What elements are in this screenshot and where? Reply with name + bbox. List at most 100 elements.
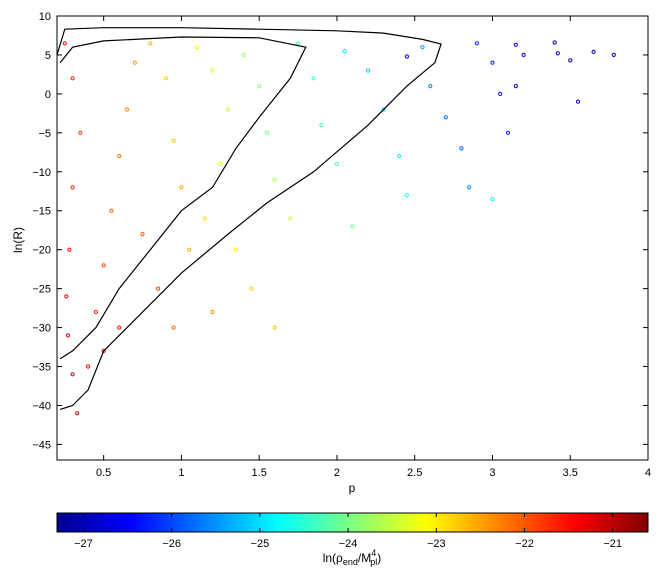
scatter-point [505,130,511,135]
colorbar-tick-label: −25 [251,538,270,550]
scatter-point [555,51,560,56]
x-tick-label: 1.5 [252,467,267,479]
y-tick-label: 5 [45,50,51,62]
y-tick-label: −15 [32,206,51,218]
colorbar-tick-label: −23 [427,538,446,550]
scatter-point [233,247,238,252]
scatter-point [218,161,223,167]
y-tick-label: −20 [32,245,51,257]
y-axis: 10 5 0 −5 −10 −15 −20 −25 −30 −35 −40 −45 [32,11,648,451]
scatter-point [62,41,67,46]
scatter-point [86,364,91,369]
scatter-point [397,154,402,159]
colorbar-gradient [56,512,649,533]
scatter-point [611,52,616,58]
scatter-point [428,84,433,89]
scatter-point [64,294,69,299]
scatter-point [78,130,83,135]
colorbar-tick-label: −21 [603,538,622,550]
x-tick-label: 3 [489,467,495,479]
scatter-point [350,224,355,229]
scatter-point [210,68,215,73]
y-tick-label: −25 [32,284,51,296]
scatter-point [342,49,347,54]
y-tick-label: −10 [32,167,51,179]
scatter-point [521,52,526,58]
colorbar-tick-label: −22 [515,538,534,550]
y-tick-label: −5 [38,128,51,140]
colorbar-label: ln(ρend/M4 pl) [323,548,382,567]
colorbar-tick-label: −24 [339,538,358,550]
y-tick-label: 0 [45,89,51,101]
scatter-point [93,309,99,315]
scatter-point [366,68,371,73]
x-tick-label: 3.5 [563,467,578,479]
scatter-point [272,325,277,330]
scatter-point [296,41,301,46]
scatter-point [443,115,448,120]
scatter-point [288,216,293,221]
contour-inner [59,36,307,360]
scatter-point [70,372,75,377]
scatter-point [67,247,72,252]
scatter-point [311,76,316,81]
y-tick-label: −30 [32,323,51,335]
scatter-point [75,411,80,416]
scatter-point [117,154,122,159]
scatter-point [117,325,122,330]
scatter-point [241,52,246,58]
colorbar-tick-label: −27 [74,538,93,550]
scatter-point [171,138,176,143]
scatter-point [420,45,425,50]
scatter-point [148,41,153,46]
colorbar-ticks: −27 −26 −25 −24 −23 −22 −21 [74,513,622,550]
scatter-point [249,286,254,291]
scatter-point [226,107,231,112]
colorbar: −27 −26 −25 −24 −23 −22 −21 ln(ρend/M4 pl) [56,512,649,567]
scatter-point [459,146,464,151]
scatter-point [202,216,207,221]
scatter-point [156,286,161,291]
x-tick-label: 2 [334,467,340,479]
x-tick-label: 1 [178,467,184,479]
scatter-point [65,333,71,338]
scatter-point [124,107,130,112]
scatter-point [490,197,495,202]
scatter-point [187,247,192,252]
scatter-point [474,41,479,46]
plot-area [56,15,649,461]
x-axis-label: p [349,481,356,495]
scatter-point [513,42,518,47]
scatter-point [591,49,596,54]
scatter-point [194,45,200,50]
y-tick-label: −45 [32,439,51,451]
scatter-point [210,309,215,315]
scatter-point [272,177,277,182]
y-tick-label: −40 [32,400,51,412]
scatter-point [467,185,472,190]
scatter-point [381,107,386,112]
y-axis-label: ln(R) [11,227,25,253]
scatter-point [70,76,75,81]
scatter-point [568,58,573,63]
x-tick-label: 4 [645,467,651,479]
scatter-point [179,185,184,190]
scatter-point [132,60,137,65]
scatter-point [319,123,324,128]
scatter-point [490,60,495,65]
x-axis: 0.5 1 1.5 2 2.5 3 3.5 4 [96,16,651,479]
scatter-point [109,208,114,213]
y-tick-label: 10 [39,11,51,23]
scatter-point [552,40,557,45]
scatter-point [264,130,270,135]
x-tick-label: 0.5 [96,467,111,479]
colorbar-tick-label: −26 [162,538,181,550]
scatter-point [404,193,409,198]
scatter-point [498,91,503,97]
scatter-point [163,76,168,81]
scatter-point [575,99,581,104]
contour-lines [57,27,442,410]
scatter-points [62,40,616,416]
scatter-point [404,54,409,59]
